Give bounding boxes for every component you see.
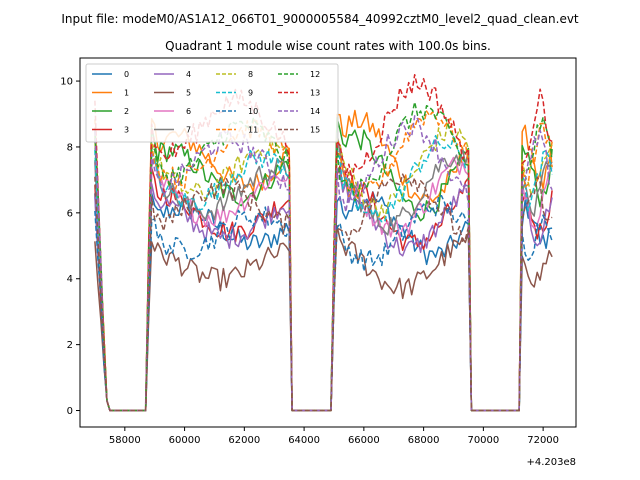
figure-suptitle: Input file: modeM0/AS1A12_066T01_9000005… — [61, 12, 579, 26]
x-offset-label: +4.203e8 — [526, 457, 576, 468]
x-tick-label: 72000 — [527, 435, 559, 446]
legend-label-0: 0 — [124, 70, 129, 79]
series-line-4 — [94, 167, 553, 412]
series-line-5 — [94, 224, 553, 412]
x-tick-label: 66000 — [348, 435, 380, 446]
plot-frame — [79, 57, 577, 428]
x-tick-label: 64000 — [288, 435, 320, 446]
series-line-6 — [94, 142, 553, 412]
x-tick-label: 70000 — [467, 435, 499, 446]
legend-label-4: 4 — [186, 70, 191, 79]
legend-label-3: 3 — [124, 126, 129, 135]
legend-label-9: 9 — [248, 89, 253, 98]
x-tick-label: 60000 — [169, 435, 201, 446]
y-tick-label: 10 — [60, 77, 73, 88]
y-tick-label: 6 — [67, 208, 73, 219]
legend-label-13: 13 — [310, 89, 320, 98]
legend-label-6: 6 — [186, 107, 191, 116]
legend-label-14: 14 — [310, 107, 320, 116]
series-line-2 — [94, 117, 553, 412]
y-tick-label: 4 — [67, 274, 73, 285]
series-line-3 — [94, 165, 553, 412]
series-line-8 — [94, 121, 553, 412]
y-tick-label: 8 — [67, 142, 73, 153]
legend-label-5: 5 — [186, 89, 191, 98]
x-tick-label: 58000 — [109, 435, 141, 446]
series-line-0 — [94, 191, 553, 412]
legend-label-11: 11 — [248, 126, 258, 135]
legend-label-10: 10 — [248, 107, 258, 116]
x-tick-label: 68000 — [408, 435, 440, 446]
legend-label-15: 15 — [310, 126, 320, 135]
legend-label-1: 1 — [124, 89, 129, 98]
y-tick-label: 0 — [67, 406, 73, 417]
series-line-15 — [94, 173, 553, 412]
legend-label-8: 8 — [248, 70, 253, 79]
y-axis: 0 2 4 6 8 10 — [60, 77, 80, 417]
y-tick-label: 2 — [67, 340, 73, 351]
legend-label-2: 2 — [124, 107, 129, 116]
chart-title: Quadrant 1 module wise count rates with … — [165, 39, 491, 53]
legend-box — [85, 63, 339, 143]
x-axis: 58000 60000 62000 64000 66000 68000 70000 72000 — [109, 427, 559, 446]
x-tick-label: 62000 — [228, 435, 260, 446]
series-line-14 — [94, 115, 553, 412]
legend-label-7: 7 — [186, 126, 191, 135]
legend-label-12: 12 — [310, 70, 320, 79]
